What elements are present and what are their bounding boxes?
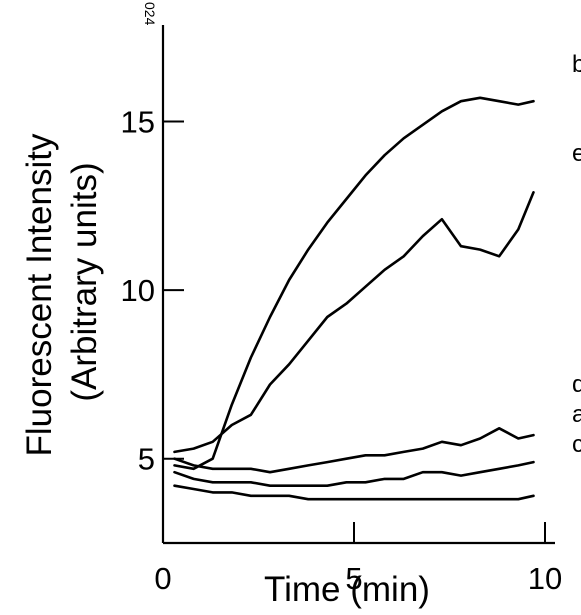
series-line-d: [173, 427, 535, 474]
x-tick-label: 5: [345, 561, 362, 596]
series-line-e: [173, 191, 535, 454]
y-axis-ticks: 5 10 15: [121, 104, 184, 477]
series-label-b: b: [572, 51, 581, 78]
series-labels: b e dac: [572, 51, 581, 458]
series-label-c: c: [572, 431, 581, 458]
series-line-c: [173, 484, 535, 501]
x-axis-title: Time (min): [264, 570, 430, 609]
x-tick-label: 10: [528, 561, 562, 596]
series-label-a: a: [572, 401, 581, 428]
y-tick-label: 10: [121, 273, 155, 308]
y-tick-label: 5: [138, 442, 155, 477]
series-label-e: e: [572, 140, 581, 167]
y-tick-label: 15: [121, 104, 155, 139]
series-lines: [173, 96, 535, 501]
series-line-a: [173, 460, 535, 487]
series-line-b: [173, 96, 535, 471]
series-label-d: d: [572, 371, 581, 398]
x-axis-ticks: 0 5 10: [154, 522, 562, 596]
corner-fragment-text: 024: [142, 2, 158, 26]
y-axis-title-line-2: (Arbitrary units): [65, 162, 104, 401]
x-tick-label: 0: [154, 561, 171, 596]
y-axis-title-line-1: Fluorescent Intensity: [20, 133, 59, 456]
